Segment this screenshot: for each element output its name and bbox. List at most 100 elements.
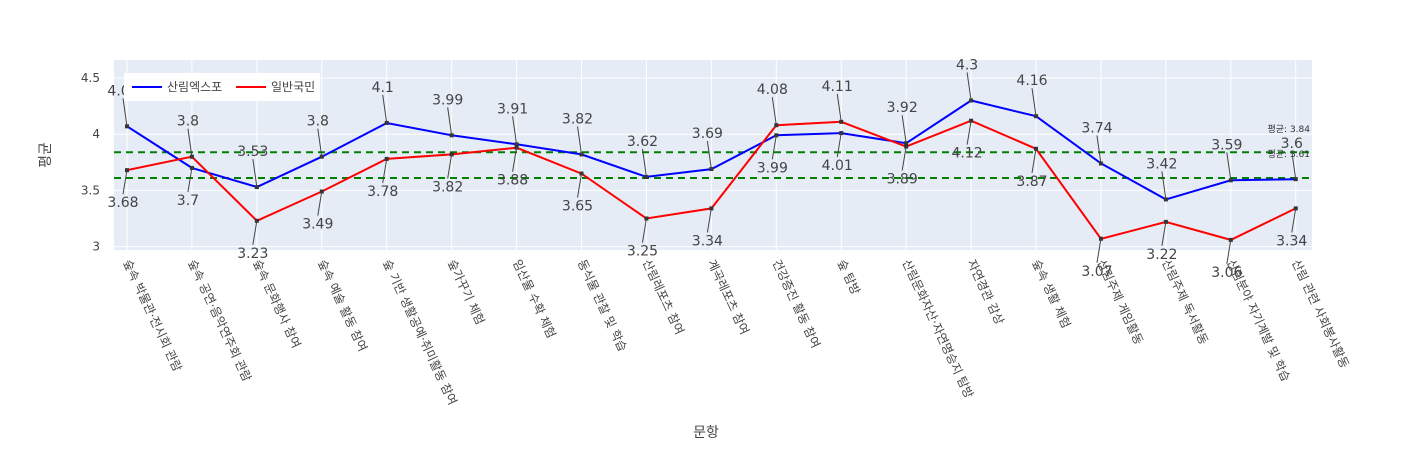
x-tick-label: 임산물 수확 체험 <box>510 257 559 340</box>
data-label-arrow <box>641 148 647 177</box>
data-label: 3.78 <box>367 184 398 200</box>
data-label: 3.91 <box>497 101 528 117</box>
data-labels: 4.073.73.533.84.13.993.913.823.62 3.693.9… <box>107 57 1307 280</box>
y-axis-title: 평균 <box>38 142 54 168</box>
mean-labels: 평균: 3.84 평균: 3.61 <box>1268 124 1311 160</box>
data-label-arrow <box>836 132 842 158</box>
data-label: 4.16 <box>1016 73 1047 89</box>
data-label: 3.07 <box>1081 264 1112 280</box>
data-label-arrow <box>512 116 518 145</box>
data-label: 3.87 <box>1016 174 1047 190</box>
data-label: 4.1 <box>372 80 394 96</box>
data-label-arrow <box>447 154 453 179</box>
legend-label: 산림엑스포 <box>167 80 222 94</box>
data-label-arrow <box>122 98 128 127</box>
data-label-arrow <box>577 126 583 155</box>
data-label: 3.88 <box>497 173 528 189</box>
data-label: 3.53 <box>237 144 268 160</box>
x-tick-label: 숲가꾸기 체험 <box>445 257 487 326</box>
x-tick-label: 숲 탐방 <box>835 257 863 296</box>
x-tick-label: 산림분야 자기계발 및 학습 <box>1224 257 1293 383</box>
data-label-arrow <box>252 220 258 245</box>
x-axis-title: 문항 <box>693 425 719 441</box>
y-tick-label: 4 <box>92 127 100 141</box>
x-tick-label: 숲속 문화행사 참여 <box>250 257 304 350</box>
data-label: 3.6 <box>1281 136 1303 152</box>
data-label-arrow <box>122 170 128 195</box>
data-label-arrow <box>317 191 323 216</box>
data-label-arrow <box>577 173 583 198</box>
legend-label: 일반국민 <box>271 80 315 94</box>
data-label-arrow <box>1226 152 1232 181</box>
x-tick-label: 건강증진 활동 참여 <box>770 257 823 350</box>
data-label: 3.59 <box>1211 137 1242 153</box>
data-label-arrow <box>901 115 907 144</box>
x-tick-label: 숲속 예술 활동 참여 <box>315 257 370 353</box>
x-tick-label: 숲 기반 생활공예·취미활동 참여 <box>380 257 460 407</box>
x-tick-label: 산림문화자산·자연명승지 탐방 <box>899 257 976 400</box>
data-label: 3.62 <box>627 134 658 150</box>
data-label-arrow <box>382 158 388 184</box>
data-label: 3.25 <box>627 244 658 260</box>
mean-label: 평균: 3.84 <box>1268 124 1311 135</box>
data-label: 3.22 <box>1146 247 1177 263</box>
data-label-arrow <box>447 107 453 136</box>
data-label-arrow <box>1031 148 1037 173</box>
data-label: 4.01 <box>822 158 853 174</box>
data-label: 3.92 <box>887 100 918 116</box>
data-label-arrow <box>187 167 193 193</box>
data-label: 4.3 <box>956 57 978 73</box>
data-label: 3.23 <box>237 246 268 262</box>
data-label-arrow <box>252 158 258 188</box>
data-label: 3.74 <box>1081 120 1112 136</box>
data-label-arrow <box>382 94 388 124</box>
y-tick-label: 3 <box>92 240 100 254</box>
x-tick-label: 산림주제 독서활동 <box>1159 257 1211 346</box>
data-label-arrow <box>1096 135 1102 164</box>
data-label-arrow <box>836 93 842 122</box>
data-label: 3.7 <box>177 193 199 209</box>
data-label-arrow <box>771 135 777 160</box>
data-label-arrow <box>1161 221 1167 246</box>
data-label-arrow <box>641 218 647 243</box>
x-tick-label: 산림레포츠 참여 <box>640 257 687 336</box>
data-label: 4.08 <box>757 82 788 98</box>
data-label-arrow <box>1096 238 1102 263</box>
data-label: 3.34 <box>1276 233 1307 249</box>
data-label-arrow <box>706 140 712 170</box>
data-label: 3.99 <box>757 160 788 176</box>
data-label: 3.49 <box>302 217 333 233</box>
mean-lines <box>114 151 1312 180</box>
data-label: 3.8 <box>177 114 199 130</box>
data-label-arrow <box>1291 151 1297 180</box>
data-label-arrow <box>317 128 323 157</box>
data-label: 3.68 <box>107 195 138 211</box>
data-label: 4.11 <box>822 79 853 95</box>
data-label: 4.12 <box>952 146 983 162</box>
y-tick-label: 4.5 <box>81 71 100 85</box>
x-tick-label: 동식물 관찰 및 학습 <box>575 257 630 353</box>
x-tick-label: 숲속 공연·음악연주회 관람 <box>185 257 254 383</box>
x-tick-label: 숲속 박물관·전시회 관람 <box>120 257 184 373</box>
legend[interactable]: 산림엑스포 일반국민 <box>124 73 320 101</box>
x-tick-label: 자연경관 감상 <box>964 257 1006 326</box>
data-label: 3.99 <box>432 92 463 108</box>
data-label-arrow <box>966 120 972 145</box>
y-axis-ticks: 3 3.5 4 4.5 <box>81 71 100 254</box>
data-label-arrow <box>512 147 518 172</box>
data-label: 3.82 <box>562 111 593 127</box>
data-label-arrow <box>901 146 907 171</box>
data-label: 3.42 <box>1146 156 1177 172</box>
data-label-arrow <box>1161 171 1167 200</box>
data-label-arrow <box>1031 88 1037 117</box>
x-tick-label: 산림 관련 사회봉사활동 <box>1289 257 1352 370</box>
data-label: 3.69 <box>692 126 723 142</box>
data-label-arrow <box>1226 239 1232 264</box>
data-label-arrow <box>771 97 777 126</box>
x-tick-label: 산림주제 게임활동 <box>1094 257 1146 346</box>
data-label: 3.8 <box>307 114 329 130</box>
data-label: 3.34 <box>692 233 723 249</box>
data-label-arrow <box>706 208 712 233</box>
